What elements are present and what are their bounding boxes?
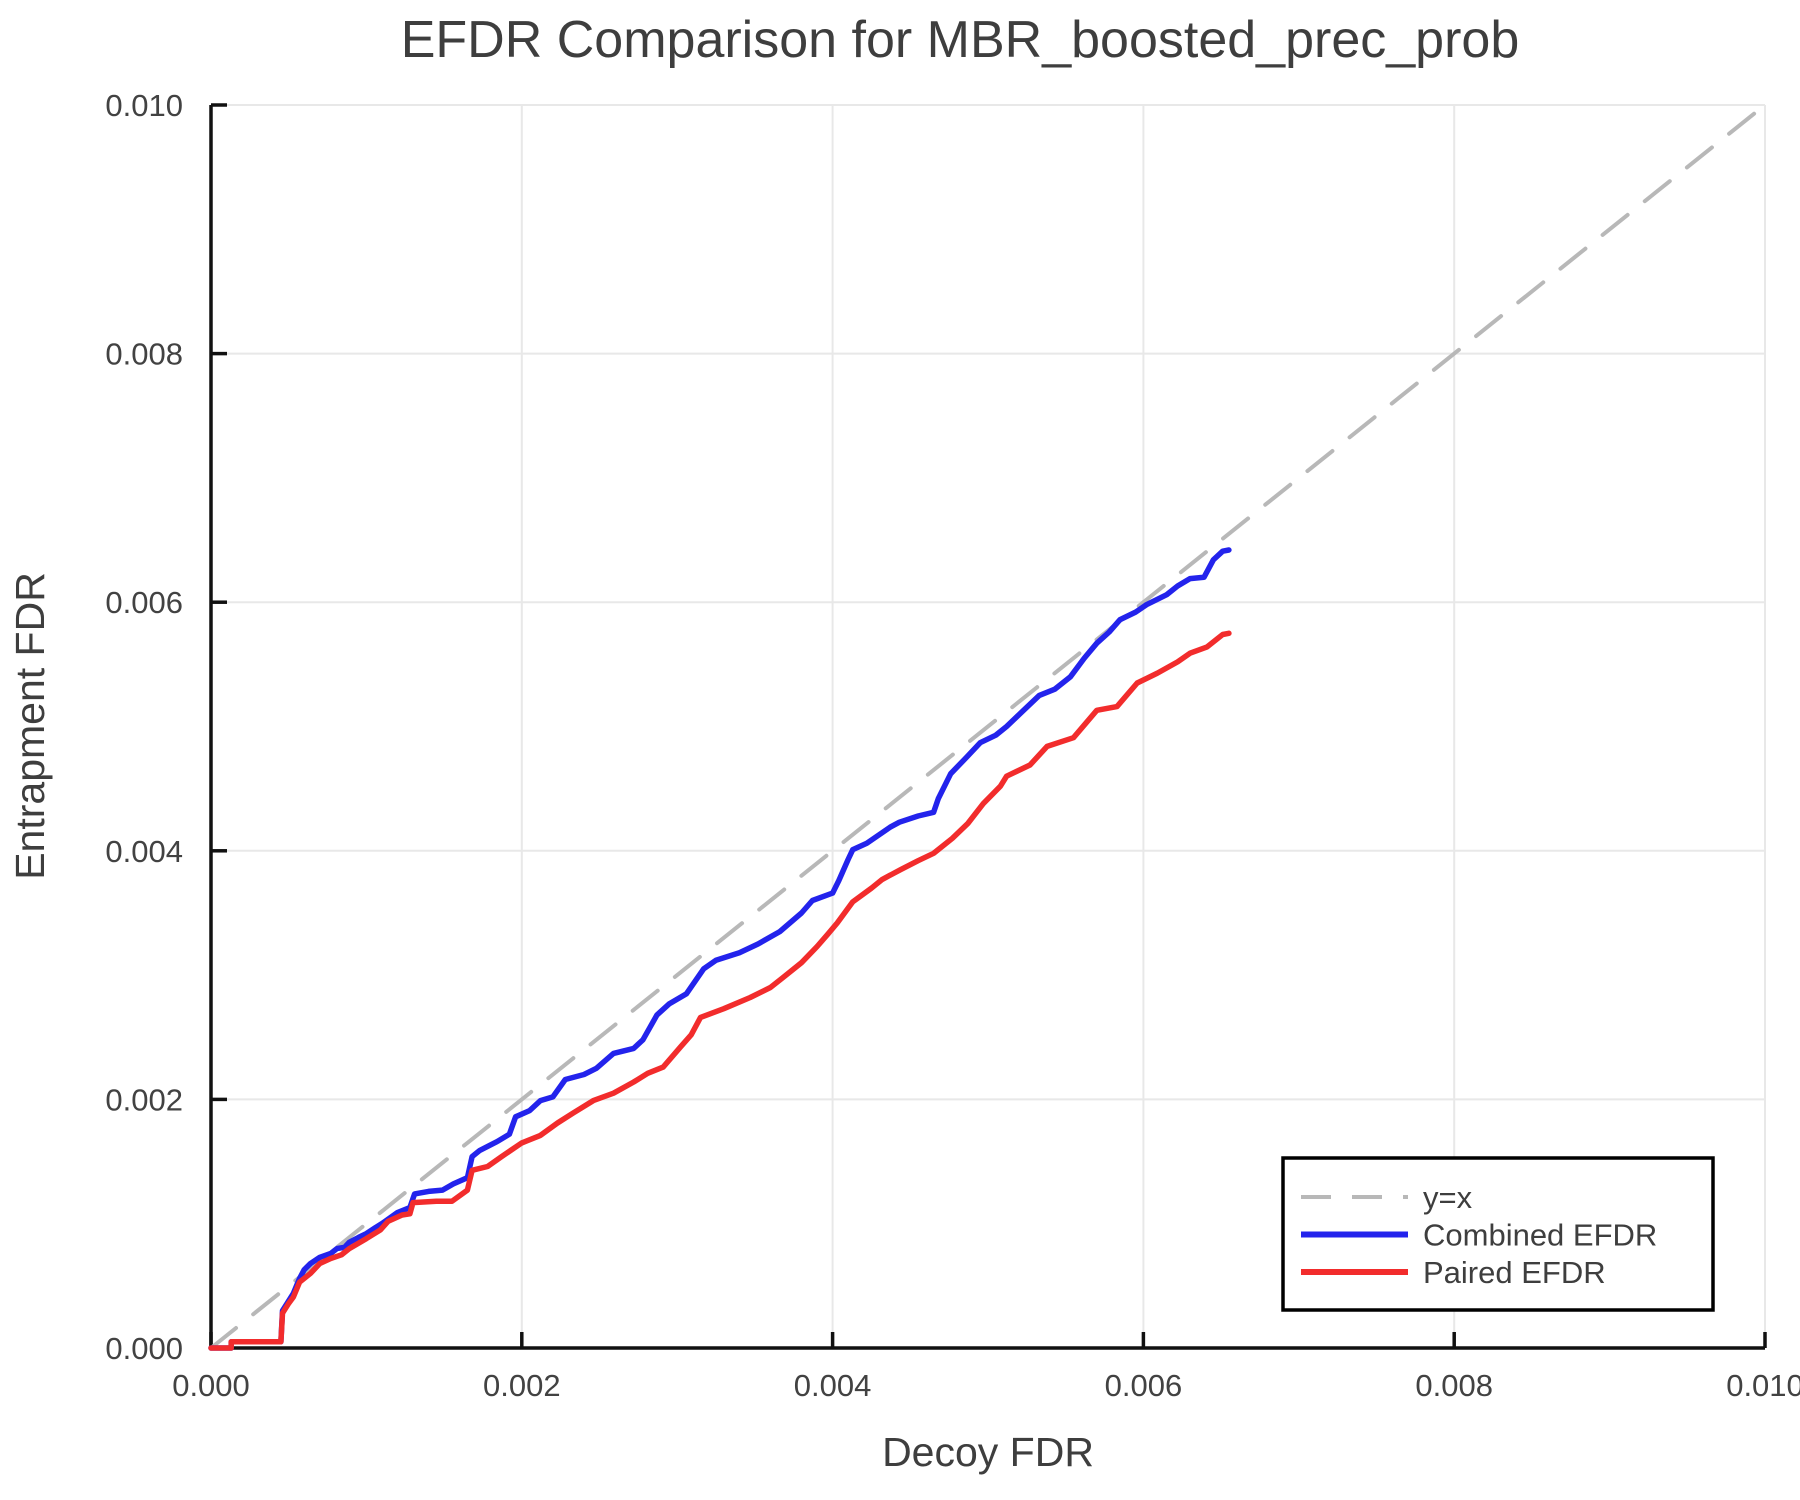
tick-labels: 0.000 0.002 0.004 0.006 0.008 0.010 0.000 0.002… — [105, 88, 1800, 1403]
y-tick-label: 0.010 — [105, 88, 183, 123]
x-tick-label: 0.004 — [794, 1368, 872, 1403]
combined-efdr-line — [208, 547, 1232, 1351]
y-axis-label: Entrapment FDR — [7, 572, 53, 880]
paired-efdr-line — [208, 630, 1232, 1351]
x-tick-label: 0.002 — [483, 1368, 561, 1403]
chart-title: EFDR Comparison for MBR_boosted_prec_pro… — [401, 11, 1520, 69]
y-tick-label: 0.002 — [105, 1082, 183, 1117]
legend-label: Combined EFDR — [1423, 1218, 1657, 1253]
x-tick-label: 0.008 — [1415, 1368, 1493, 1403]
y-tick-label: 0.004 — [105, 834, 183, 869]
y-tick-label: 0.000 — [105, 1331, 183, 1366]
x-tick-label: 0.006 — [1105, 1368, 1183, 1403]
y-tick-label: 0.008 — [105, 337, 183, 372]
y-tick-label: 0.006 — [105, 585, 183, 620]
series — [208, 103, 1767, 1351]
axes — [209, 103, 1767, 1350]
x-axis-label: Decoy FDR — [882, 1429, 1094, 1475]
legend-label: Paired EFDR — [1423, 1255, 1606, 1290]
legend-label: y=x — [1423, 1180, 1473, 1215]
x-tick-label: 0.010 — [1726, 1368, 1800, 1403]
y-x-line — [209, 103, 1767, 1350]
x-tick-label: 0.000 — [172, 1368, 250, 1403]
